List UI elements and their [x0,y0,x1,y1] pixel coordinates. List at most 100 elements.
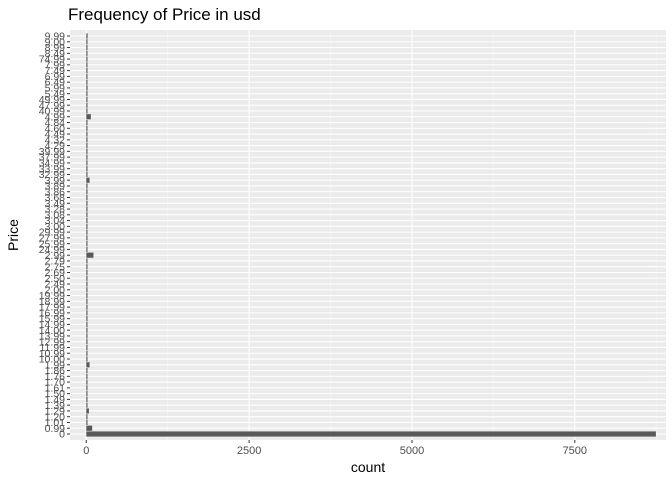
y-tick-label: 8.49 [45,48,66,60]
chart-title: Frequency of Price in usd [68,5,261,24]
y-axis-title: Price [5,219,21,251]
y-tick-label: 4.60 [45,123,66,135]
bar-1.20 [86,414,88,420]
x-axis: 0 2500 5000 7500 [83,440,587,457]
major-gridlines [70,30,666,440]
y-tick-label: 19.99 [39,290,65,302]
bar-49.99 [86,96,88,103]
bar-17.99 [86,304,88,310]
bar-3.28 [86,206,88,212]
bar-7.99 [86,62,88,68]
y-tick-label: 5.49 [45,88,66,100]
bar-1.76 [86,373,88,379]
bar-3.00 [86,223,88,229]
y-tick-label: 3.00 [45,221,66,233]
bar-2.50 [86,275,88,281]
y-tick-label: 0 [59,429,65,441]
bar-33.99 [86,166,88,172]
y-tick-label: 1.86 [45,365,66,377]
bar-3.04 [86,217,88,224]
y-tick-label: 6.99 [45,71,66,83]
bar-1.39 [86,402,88,408]
y-tick-label: 3.99 [45,175,66,187]
bar-11.99 [86,344,88,351]
bar-9.99 [86,33,88,39]
y-tick-label: 39.99 [39,146,65,158]
bar-34.99 [86,160,88,166]
y-tick-label: 11.99 [40,342,66,354]
bar-5.49 [86,91,88,97]
y-tick-label: 2.99 [45,250,66,262]
y-tick-label: 7.99 [45,59,66,71]
bar-27.99 [86,235,88,241]
bar-29.99 [86,229,88,235]
bar-1.50 [86,391,88,397]
bar-4.60 [86,125,88,131]
y-tick-label: 4.49 [45,129,66,141]
bar-10.99 [86,350,88,356]
y-axis: 00.991.011.201.291.391.491.501.611.701.7… [39,31,70,441]
y-tick-label: 2.75 [45,261,66,273]
bar-1.86 [86,367,88,374]
y-tick-label: 10.99 [39,348,65,360]
x-tick-label: 2500 [237,445,261,457]
bar-4.29 [86,142,88,149]
bar-16.99 [86,310,88,316]
bar-4.84 [86,119,88,126]
bar-0.99 [86,425,93,431]
x-tick-label: 7500 [563,445,587,457]
bar-1.70 [86,379,88,385]
y-tick-label: 2.69 [45,267,66,279]
y-tick-label: 25.99 [39,238,65,250]
bar-8.49 [86,50,88,56]
y-tick-label: 5.99 [45,83,66,95]
y-tick-label: 15.99 [39,313,65,325]
y-tick-label: 49.99 [39,94,65,106]
y-tick-label: 1.49 [45,394,66,406]
x-axis-title: count [351,459,385,475]
bar-13.99 [86,333,88,339]
y-tick-label: 40.99 [39,106,65,118]
y-tick-label: 1.76 [45,371,66,383]
bar-2.75 [86,264,88,270]
bar-6.49 [86,79,88,85]
bar-3.08 [86,212,88,218]
y-tick-label: 2.79 [45,256,66,268]
bar-5.99 [86,85,88,91]
bar-2.00 [86,287,88,293]
bar-9.00 [86,39,88,45]
bar-14.99 [86,321,88,328]
y-tick-label: 3.04 [45,215,66,227]
y-tick-label: 33.99 [39,163,65,175]
bar-32.99 [86,171,88,178]
bar-37.99 [86,154,88,160]
bar-3.68 [86,194,88,201]
minor-gridlines [167,30,657,440]
y-tick-label: 1.70 [45,377,66,389]
bar-8.99 [86,44,88,51]
y-tick-label: 3.68 [45,192,66,204]
y-tick-label: 4.99 [45,111,66,123]
y-tick-label: 3.86 [45,186,66,198]
x-tick-label: 5000 [400,445,424,457]
y-tick-label: 14.99 [39,319,65,331]
y-tick-label: 12.99 [39,336,65,348]
bars [86,33,656,437]
y-tick-label: 37.99 [39,152,65,164]
y-tick-label: 3.08 [45,209,66,221]
bar-24.99 [86,246,88,253]
y-tick-label: 4.29 [45,140,66,152]
y-tick-label: 74.99 [39,54,65,66]
y-tick-label: 32.99 [39,169,65,181]
y-tick-label: 18.99 [39,296,65,308]
bar-0 [86,431,656,437]
plot-panel [70,30,666,440]
bar-14.00 [86,327,88,333]
y-tick-label: 29.99 [39,227,65,239]
bar-25.99 [86,241,88,247]
y-tick-label: 10.00 [39,354,65,366]
y-tick-label: 17.99 [39,302,65,314]
y-tick-label: 9.99 [45,31,66,43]
bar-1.49 [86,396,88,402]
